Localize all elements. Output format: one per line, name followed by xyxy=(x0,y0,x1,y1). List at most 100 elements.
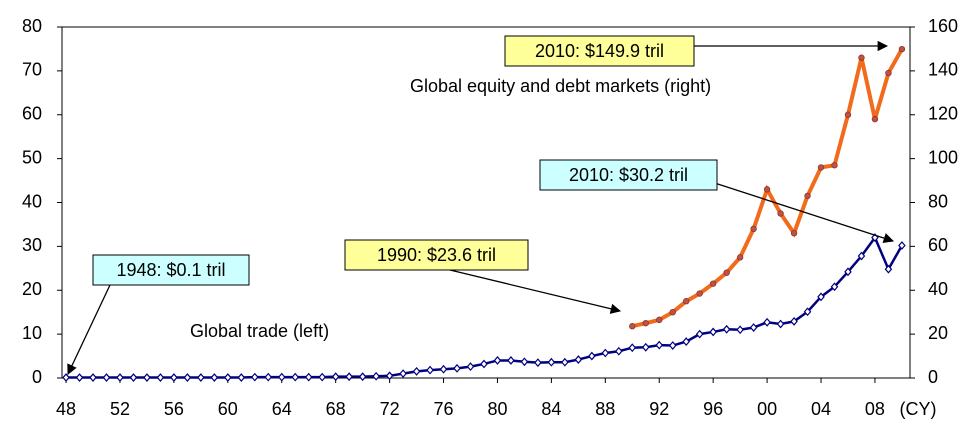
point xyxy=(318,372,326,382)
y-tick-label: 30 xyxy=(22,235,42,255)
point xyxy=(857,251,866,261)
point xyxy=(790,316,798,326)
x-tick-label: 76 xyxy=(434,399,454,419)
point xyxy=(331,372,340,382)
point xyxy=(750,225,757,233)
y2-tick-label: 0 xyxy=(928,367,938,387)
point xyxy=(601,348,610,358)
point xyxy=(89,373,97,382)
x-tick-label: 00 xyxy=(757,399,777,419)
x-tick-label: 60 xyxy=(218,399,238,419)
x-axis-label: (CY) xyxy=(900,399,937,419)
point xyxy=(250,372,259,382)
point xyxy=(426,365,434,375)
x-tick-label: 68 xyxy=(326,399,346,419)
point xyxy=(345,372,353,382)
point xyxy=(655,340,664,350)
y2-tick-label: 80 xyxy=(928,191,948,211)
y-tick-label: 40 xyxy=(22,191,42,211)
point xyxy=(372,371,380,381)
y-tick-label: 80 xyxy=(22,16,42,36)
point xyxy=(628,343,637,353)
point xyxy=(682,337,690,347)
point xyxy=(709,280,717,287)
point xyxy=(264,372,273,382)
point xyxy=(358,372,367,382)
point xyxy=(709,327,717,337)
point xyxy=(683,298,690,305)
annotation-text: 1948: $0.1 tril xyxy=(116,260,225,280)
point xyxy=(183,373,192,382)
y-tick-label: 70 xyxy=(22,60,42,80)
point xyxy=(507,356,515,365)
x-tick-label: 56 xyxy=(164,399,184,419)
point xyxy=(102,373,111,382)
point xyxy=(831,162,838,169)
y2-tick-label: 160 xyxy=(928,16,958,36)
y-tick-label: 60 xyxy=(22,104,42,124)
annotation-box xyxy=(344,239,529,271)
point xyxy=(129,373,138,382)
point xyxy=(197,373,205,382)
point xyxy=(588,351,596,361)
point xyxy=(62,373,70,382)
point xyxy=(547,357,556,367)
point xyxy=(898,241,906,250)
annotation-text: 2010: $30.2 tril xyxy=(569,165,688,185)
point xyxy=(885,69,892,77)
point xyxy=(143,373,151,382)
x-tick-label: 08 xyxy=(865,399,885,419)
point xyxy=(304,372,313,382)
x-tick-label: 84 xyxy=(541,399,561,419)
point xyxy=(804,192,811,200)
x-tick-label: 04 xyxy=(811,399,831,419)
annotation-arrow xyxy=(67,284,111,375)
point xyxy=(480,359,488,369)
point xyxy=(277,372,286,382)
point xyxy=(736,254,744,261)
point xyxy=(722,324,731,334)
y-tick-label: 10 xyxy=(22,323,42,343)
point xyxy=(520,357,529,367)
point xyxy=(749,323,758,332)
point xyxy=(116,373,124,382)
point xyxy=(412,366,421,376)
y2-tick-label: 60 xyxy=(928,235,948,255)
y-tick-label: 20 xyxy=(22,279,42,299)
series-label: Global equity and debt markets (right) xyxy=(410,76,711,96)
x-tick-label: 64 xyxy=(272,399,292,419)
point xyxy=(817,164,825,171)
annotation-arrow xyxy=(449,269,622,314)
annotation-arrow xyxy=(689,174,894,244)
point xyxy=(641,342,650,352)
point xyxy=(668,341,677,350)
point xyxy=(695,329,704,339)
x-tick-label: 92 xyxy=(649,399,669,419)
point xyxy=(574,355,583,364)
point xyxy=(817,292,825,302)
x-tick-label: 88 xyxy=(595,399,615,419)
y2-tick-label: 40 xyxy=(928,279,948,299)
point xyxy=(763,317,771,327)
point xyxy=(453,363,461,373)
point xyxy=(399,369,407,379)
point xyxy=(439,364,448,374)
point xyxy=(776,319,785,329)
series-label: Global trade (left) xyxy=(190,321,329,341)
point xyxy=(170,373,178,382)
point xyxy=(884,264,893,274)
point xyxy=(777,210,784,217)
point xyxy=(385,371,394,381)
point xyxy=(830,282,839,292)
point xyxy=(844,111,852,118)
point xyxy=(561,357,569,367)
x-tick-label: 48 xyxy=(56,399,76,419)
point xyxy=(696,290,703,297)
y-tick-label: 0 xyxy=(32,367,42,387)
point xyxy=(858,54,865,61)
annotation-box xyxy=(504,35,695,67)
point xyxy=(615,346,623,356)
annotation-box xyxy=(539,159,718,191)
x-tick-label: 72 xyxy=(380,399,400,419)
